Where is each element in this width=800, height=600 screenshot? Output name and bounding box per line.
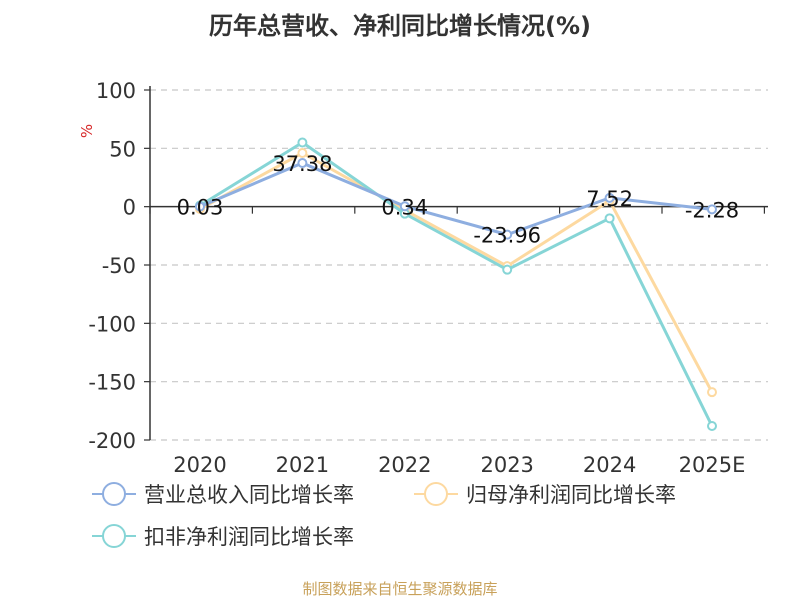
series-line-2 bbox=[199, 141, 714, 427]
series-point-0 bbox=[195, 201, 205, 212]
x-tick-label: 2021 bbox=[276, 453, 329, 477]
series-point-2 bbox=[604, 213, 615, 224]
series-point-0 bbox=[297, 158, 308, 169]
series-line-1 bbox=[199, 151, 714, 393]
legend-item-revenue[interactable]: 营业总收入同比增长率 bbox=[90, 480, 354, 508]
y-tick-label: -100 bbox=[88, 312, 136, 336]
series-point-2 bbox=[297, 137, 308, 148]
series-point-2 bbox=[707, 421, 717, 431]
x-tick-label: 2025E bbox=[679, 453, 746, 477]
x-tick-label: 2022 bbox=[378, 453, 431, 477]
data-label: 0.34 bbox=[381, 195, 428, 219]
y-tick-label: 100 bbox=[96, 79, 136, 103]
y-tick-label: -150 bbox=[88, 371, 136, 395]
series-point-2 bbox=[502, 264, 513, 275]
series-point-1 bbox=[707, 387, 717, 398]
legend-swatch-deducted-net-profit bbox=[90, 522, 138, 550]
legend-label-deducted-net-profit: 扣非净利润同比增长率 bbox=[144, 525, 354, 549]
y-tick-label: 50 bbox=[109, 137, 136, 161]
series-line-0 bbox=[199, 161, 713, 237]
legend-item-net-profit[interactable]: 归母净利润同比增长率 bbox=[412, 480, 676, 508]
x-tick-label: 2020 bbox=[173, 453, 226, 477]
x-tick-label: 2024 bbox=[583, 453, 636, 477]
y-tick-label: 0 bbox=[123, 196, 136, 220]
y-tick-label: -50 bbox=[102, 254, 136, 278]
series-point-1 bbox=[297, 148, 308, 158]
data-label: 37.38 bbox=[272, 152, 332, 176]
y-axis-label: % bbox=[78, 124, 96, 138]
data-label: -2.28 bbox=[685, 198, 739, 222]
series-point-0 bbox=[707, 204, 717, 215]
data-label: 7.52 bbox=[586, 187, 633, 211]
data-label: -23.96 bbox=[473, 224, 541, 248]
source-note: 制图数据来自恒生聚源数据库 bbox=[302, 580, 498, 598]
series-point-0 bbox=[604, 192, 615, 203]
series-point-0 bbox=[399, 201, 410, 212]
series-point-0 bbox=[502, 229, 513, 240]
legend-label-net-profit: 归母净利润同比增长率 bbox=[466, 483, 676, 507]
legend-swatch-revenue bbox=[90, 480, 138, 508]
data-label: 0.03 bbox=[177, 196, 224, 220]
legend-label-revenue: 营业总收入同比增长率 bbox=[144, 483, 354, 507]
chart-title: 历年总营收、净利同比增长情况(%) bbox=[209, 12, 591, 40]
x-tick-label: 2023 bbox=[480, 453, 533, 477]
y-tick-label: -200 bbox=[88, 429, 136, 453]
legend-item-deducted-net-profit[interactable]: 扣非净利润同比增长率 bbox=[90, 522, 354, 550]
legend-swatch-net-profit bbox=[412, 480, 460, 508]
